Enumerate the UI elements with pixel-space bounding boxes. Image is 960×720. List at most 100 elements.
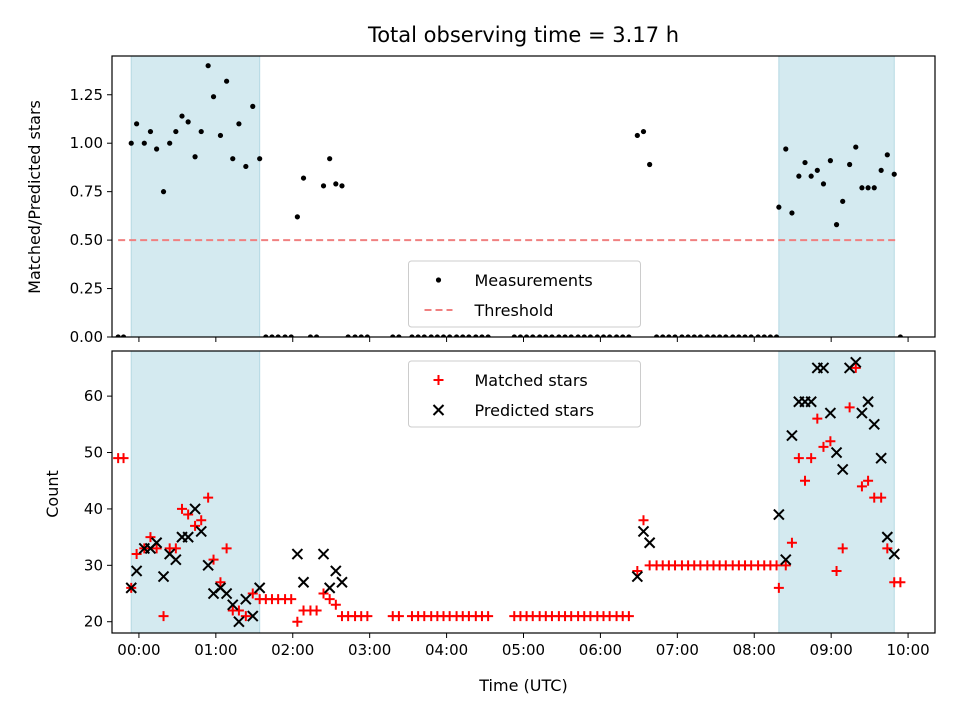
data-point xyxy=(196,515,207,526)
data-point xyxy=(517,334,524,337)
legend-label: Threshold xyxy=(474,301,554,320)
data-point xyxy=(575,334,581,337)
data-point xyxy=(240,593,252,605)
data-point xyxy=(240,611,251,622)
data-point xyxy=(626,334,632,337)
shaded-region xyxy=(130,56,261,337)
data-point xyxy=(151,543,162,554)
data-point xyxy=(220,587,233,600)
data-point xyxy=(318,588,329,599)
data-point xyxy=(208,554,219,565)
data-point xyxy=(409,334,415,337)
x-tick-label: 04:00 xyxy=(425,641,468,659)
data-point xyxy=(336,576,348,588)
data-point xyxy=(473,334,479,337)
data-point xyxy=(345,334,351,337)
y-tick-label: 0.00 xyxy=(70,328,103,346)
data-point xyxy=(167,140,173,146)
data-point xyxy=(263,334,269,337)
data-point xyxy=(230,156,236,162)
y-tick-label: 1.00 xyxy=(70,134,103,152)
data-point xyxy=(723,334,729,337)
data-point xyxy=(773,508,785,521)
y-tick-label: 40 xyxy=(84,500,103,518)
data-point xyxy=(685,334,691,337)
data-point xyxy=(115,334,121,337)
data-point xyxy=(812,413,823,424)
data-point xyxy=(871,185,877,191)
y-tick-label: 0.50 xyxy=(70,231,103,249)
legend: Matched stars Predicted stars xyxy=(408,360,641,428)
data-point xyxy=(243,163,249,170)
data-point xyxy=(130,565,143,577)
data-point xyxy=(638,515,649,526)
data-point xyxy=(776,204,782,210)
data-point xyxy=(247,588,258,599)
data-point xyxy=(221,543,232,554)
data-point xyxy=(523,334,530,337)
shaded-region xyxy=(778,351,895,633)
x-tick-label: 08:00 xyxy=(733,641,776,659)
data-point xyxy=(805,396,817,408)
data-point xyxy=(320,183,327,189)
data-point xyxy=(257,156,263,162)
data-point xyxy=(390,334,396,337)
data-point xyxy=(198,128,204,135)
y-tick-label: 1.25 xyxy=(70,86,103,104)
series-predicted-stars xyxy=(125,356,900,628)
data-point xyxy=(837,543,848,554)
data-point xyxy=(771,560,782,571)
y-tick-label: 20 xyxy=(84,613,103,631)
legend-label: Predicted stars xyxy=(475,401,595,420)
legend-label: Measurements xyxy=(475,271,593,290)
bottom-panel: 00:00 01:00 02:00 03:00 04:00 05:00 06:00 07:00… xyxy=(84,350,936,659)
data-point xyxy=(865,185,871,191)
legend-marker xyxy=(433,375,444,385)
data-point xyxy=(637,525,650,538)
data-point xyxy=(300,175,307,181)
x-tick-label: 00:00 xyxy=(117,641,160,659)
data-point xyxy=(783,146,789,152)
data-point xyxy=(643,537,656,549)
data-point xyxy=(466,334,472,337)
data-point xyxy=(537,334,543,337)
data-point xyxy=(806,453,817,464)
data-point xyxy=(447,334,453,337)
legend-marker xyxy=(435,277,442,283)
legend-box xyxy=(408,260,641,328)
x-tick-label: 07:00 xyxy=(656,641,699,659)
data-point xyxy=(856,481,867,492)
data-point xyxy=(330,599,341,610)
y-tick-label: 0.75 xyxy=(70,183,103,201)
data-point xyxy=(653,334,660,337)
data-point xyxy=(730,334,736,337)
top-panel: 0.00 0.25 0.50 0.75 1.00 1.25 Measurements Thre… xyxy=(70,55,936,346)
data-point xyxy=(876,492,887,503)
data-point xyxy=(850,356,862,368)
data-point xyxy=(786,537,797,548)
data-point xyxy=(327,156,333,162)
data-point xyxy=(697,334,704,337)
data-point xyxy=(888,548,900,560)
data-point xyxy=(291,548,304,560)
data-point xyxy=(227,599,239,611)
data-point xyxy=(483,611,494,622)
data-point xyxy=(434,334,440,337)
data-point xyxy=(660,334,666,337)
data-point xyxy=(831,565,842,576)
data-point xyxy=(141,140,147,146)
data-point xyxy=(330,565,342,577)
data-point xyxy=(203,492,214,503)
data-point xyxy=(672,334,678,337)
top-y-axis-label: Matched/Predicted stars xyxy=(25,100,44,294)
data-point xyxy=(856,407,868,419)
data-point xyxy=(485,334,491,337)
series-matched-stars xyxy=(113,362,906,627)
data-point xyxy=(324,594,335,605)
data-point xyxy=(125,582,137,594)
data-point xyxy=(362,611,373,622)
data-point xyxy=(253,582,266,594)
data-point xyxy=(195,525,207,538)
data-point xyxy=(297,576,310,588)
data-point xyxy=(850,362,861,373)
